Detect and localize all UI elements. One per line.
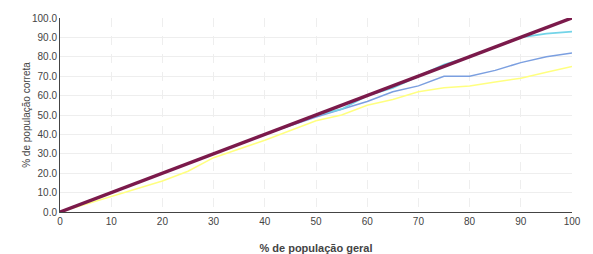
svg-text:30: 30 — [208, 216, 220, 227]
svg-text:% de população geral: % de população geral — [259, 242, 372, 254]
svg-text:90: 90 — [515, 216, 527, 227]
svg-text:80: 80 — [464, 216, 476, 227]
svg-text:20: 20 — [157, 216, 169, 227]
svg-text:50: 50 — [310, 216, 322, 227]
svg-text:% de população correta: % de população correta — [21, 62, 32, 168]
svg-text:0: 0 — [57, 216, 63, 227]
svg-text:60: 60 — [362, 216, 374, 227]
svg-text:70: 70 — [413, 216, 425, 227]
svg-text:90.0: 90.0 — [38, 32, 58, 43]
svg-text:20.0: 20.0 — [38, 168, 58, 179]
svg-text:10.0: 10.0 — [38, 187, 58, 198]
svg-text:40: 40 — [259, 216, 271, 227]
svg-text:100.0: 100.0 — [32, 13, 57, 24]
svg-text:70.0: 70.0 — [38, 71, 58, 82]
svg-text:50.0: 50.0 — [38, 110, 58, 121]
svg-text:60.0: 60.0 — [38, 90, 58, 101]
svg-text:40.0: 40.0 — [38, 129, 58, 140]
svg-text:80.0: 80.0 — [38, 51, 58, 62]
svg-text:30.0: 30.0 — [38, 148, 58, 159]
svg-text:0.0: 0.0 — [43, 207, 57, 218]
svg-text:100: 100 — [564, 216, 581, 227]
svg-text:10: 10 — [106, 216, 118, 227]
